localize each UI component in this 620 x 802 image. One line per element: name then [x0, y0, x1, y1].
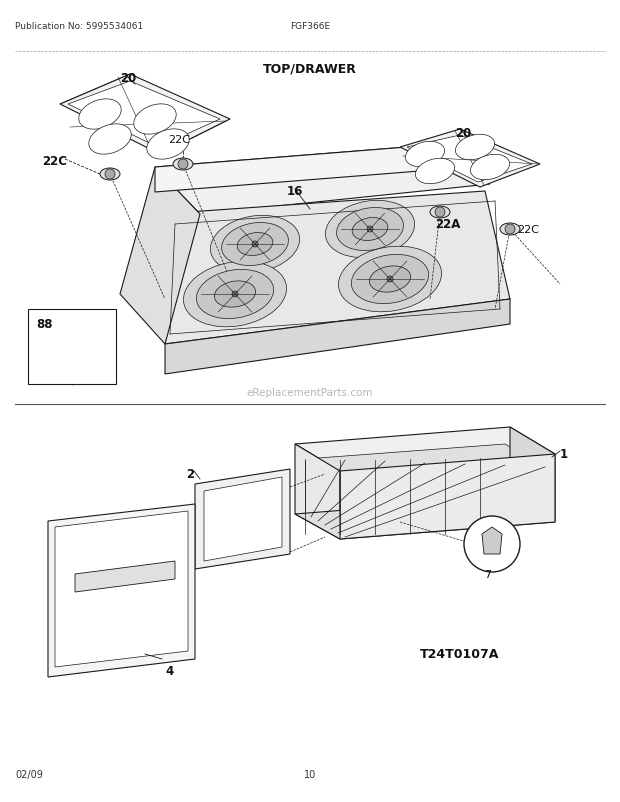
- Circle shape: [387, 277, 393, 282]
- Polygon shape: [55, 512, 188, 667]
- Polygon shape: [120, 168, 200, 345]
- Ellipse shape: [337, 209, 404, 251]
- Ellipse shape: [405, 142, 445, 168]
- Circle shape: [464, 516, 520, 573]
- Ellipse shape: [456, 136, 495, 160]
- Circle shape: [505, 225, 515, 235]
- Polygon shape: [68, 82, 220, 148]
- Circle shape: [367, 227, 373, 233]
- Ellipse shape: [89, 124, 131, 155]
- Ellipse shape: [415, 159, 454, 184]
- Ellipse shape: [326, 201, 415, 258]
- Text: 7: 7: [484, 569, 492, 579]
- Text: 02/09: 02/09: [15, 769, 43, 779]
- Polygon shape: [62, 320, 82, 339]
- Text: 1: 1: [560, 448, 568, 460]
- Ellipse shape: [79, 99, 122, 130]
- Text: Publication No: 5995534061: Publication No: 5995534061: [15, 22, 143, 31]
- Text: FGF366E: FGF366E: [290, 22, 330, 31]
- Bar: [28, 310, 116, 384]
- Ellipse shape: [430, 207, 450, 219]
- Ellipse shape: [352, 218, 388, 241]
- Circle shape: [232, 292, 238, 298]
- Ellipse shape: [147, 130, 189, 160]
- Text: 22C: 22C: [42, 155, 67, 168]
- Text: 2: 2: [186, 468, 194, 480]
- Circle shape: [105, 170, 115, 180]
- Text: 22C: 22C: [517, 225, 539, 235]
- Circle shape: [252, 241, 258, 248]
- Polygon shape: [295, 427, 555, 472]
- Text: 10: 10: [304, 769, 316, 779]
- Polygon shape: [305, 444, 545, 482]
- Polygon shape: [340, 455, 555, 539]
- Text: 20: 20: [120, 72, 136, 85]
- Ellipse shape: [197, 270, 273, 319]
- Polygon shape: [407, 136, 532, 183]
- Ellipse shape: [370, 266, 410, 293]
- Ellipse shape: [100, 168, 120, 180]
- Ellipse shape: [173, 159, 193, 171]
- Ellipse shape: [184, 262, 286, 327]
- Ellipse shape: [221, 223, 288, 266]
- Ellipse shape: [237, 233, 273, 256]
- Polygon shape: [155, 145, 490, 215]
- Text: 22C: 22C: [168, 135, 190, 145]
- Polygon shape: [295, 444, 340, 539]
- Polygon shape: [204, 477, 282, 561]
- Polygon shape: [165, 300, 510, 375]
- Text: TOP/DRAWER: TOP/DRAWER: [263, 63, 357, 76]
- Polygon shape: [510, 427, 555, 522]
- Ellipse shape: [352, 255, 428, 304]
- Polygon shape: [75, 561, 175, 592]
- Polygon shape: [155, 145, 445, 192]
- Polygon shape: [195, 469, 290, 569]
- Polygon shape: [295, 497, 555, 539]
- Circle shape: [178, 160, 188, 170]
- Polygon shape: [482, 528, 502, 554]
- Ellipse shape: [339, 247, 441, 313]
- Ellipse shape: [215, 282, 255, 308]
- Text: 16: 16: [287, 184, 303, 198]
- Text: T24T0107A: T24T0107A: [420, 647, 499, 660]
- Polygon shape: [48, 504, 195, 677]
- Ellipse shape: [210, 216, 299, 273]
- Ellipse shape: [471, 155, 510, 180]
- Text: 22A: 22A: [435, 217, 461, 231]
- Text: 4: 4: [165, 664, 173, 677]
- Text: eReplacementParts.com: eReplacementParts.com: [247, 387, 373, 398]
- Polygon shape: [400, 130, 540, 188]
- Polygon shape: [60, 75, 230, 155]
- Ellipse shape: [134, 105, 176, 135]
- Text: 88: 88: [36, 318, 53, 330]
- Polygon shape: [160, 192, 510, 345]
- Circle shape: [435, 208, 445, 217]
- Ellipse shape: [500, 224, 520, 236]
- Text: 20: 20: [455, 127, 471, 140]
